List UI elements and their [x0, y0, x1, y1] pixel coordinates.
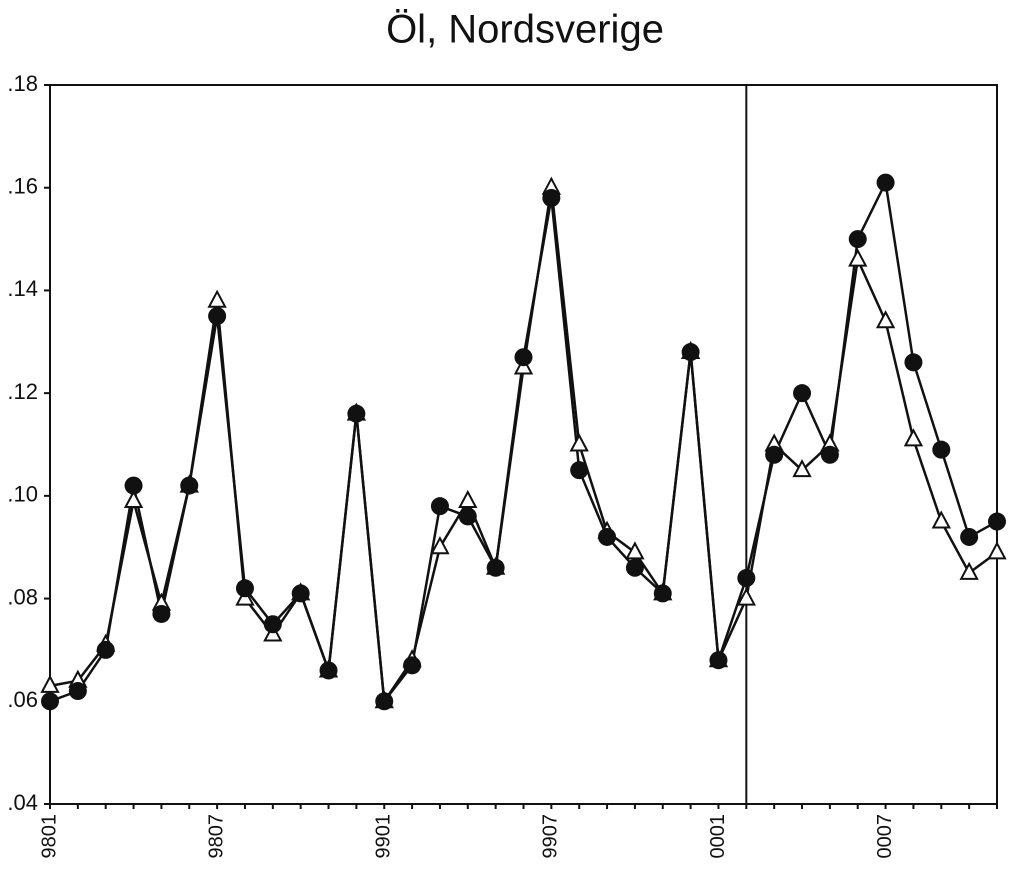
y-tick-label: .04	[7, 790, 38, 815]
x-tick-label: 0001	[707, 814, 729, 859]
point	[737, 569, 756, 588]
point	[875, 310, 896, 329]
point	[848, 230, 867, 249]
point	[848, 248, 868, 267]
point	[41, 692, 59, 711]
y-tick-label: .16	[7, 174, 38, 199]
point	[876, 173, 895, 192]
y-tick-label: .06	[7, 687, 38, 712]
point	[208, 307, 227, 326]
point	[235, 579, 254, 598]
x-tick-label: 9807	[205, 814, 227, 859]
point	[709, 651, 728, 670]
point	[931, 510, 951, 529]
point	[486, 558, 505, 577]
point	[291, 584, 310, 603]
point	[569, 433, 589, 452]
point	[96, 640, 115, 659]
point	[514, 348, 533, 367]
y-tick-label: .10	[7, 482, 38, 507]
point	[765, 445, 784, 464]
point	[430, 497, 449, 516]
point	[542, 188, 561, 207]
x-tick-label: 9801	[38, 814, 60, 859]
point	[625, 541, 645, 560]
point	[932, 440, 951, 459]
x-tick-label: 9907	[540, 814, 562, 859]
point	[987, 541, 1007, 560]
point	[959, 561, 979, 580]
y-tick-label: .08	[7, 584, 38, 609]
point	[40, 674, 60, 693]
y-tick-label: .12	[7, 379, 38, 404]
y-tick-label: .14	[7, 276, 38, 301]
point	[988, 512, 1006, 531]
x-tick-label: 0007	[874, 814, 896, 859]
point	[570, 461, 589, 480]
point	[152, 604, 171, 623]
point	[403, 656, 422, 675]
point	[124, 476, 143, 495]
point	[68, 682, 87, 701]
point	[598, 527, 617, 546]
point	[904, 353, 923, 372]
point	[375, 692, 394, 711]
point	[903, 428, 924, 447]
point	[625, 558, 644, 577]
y-tick-label: .18	[7, 71, 38, 96]
point	[653, 584, 672, 603]
point	[123, 489, 144, 508]
point	[792, 459, 812, 478]
point	[681, 343, 700, 362]
point	[347, 404, 366, 423]
point	[736, 587, 756, 606]
point	[793, 384, 812, 403]
point	[319, 661, 338, 680]
point	[207, 289, 227, 308]
point	[820, 445, 839, 464]
x-tick-label: 9901	[373, 814, 395, 859]
chart-title: Öl, Nordsverige	[386, 8, 664, 52]
point	[263, 615, 282, 634]
point	[458, 489, 478, 508]
point	[960, 527, 979, 546]
point	[430, 536, 450, 555]
point	[458, 507, 477, 526]
point	[180, 476, 199, 495]
plot-frame	[49, 84, 998, 805]
